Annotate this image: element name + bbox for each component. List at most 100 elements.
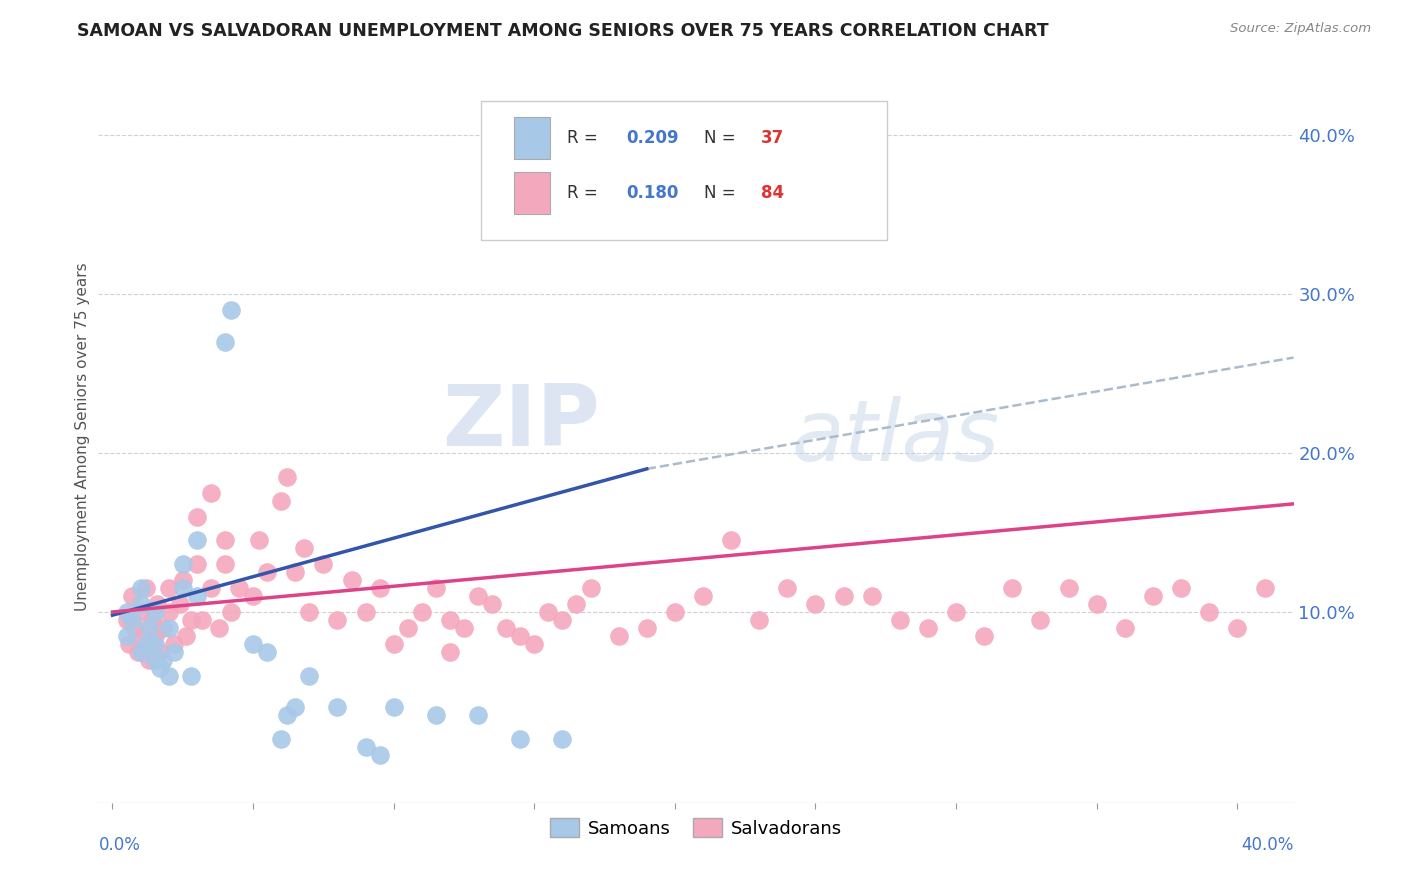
Point — [208, 621, 231, 635]
Point — [720, 533, 742, 548]
Point — [832, 589, 855, 603]
Point — [157, 605, 180, 619]
Point — [664, 605, 686, 619]
Point — [143, 605, 166, 619]
Point — [149, 645, 172, 659]
Point — [219, 605, 242, 619]
Point — [247, 533, 270, 548]
Point — [180, 613, 202, 627]
Point — [118, 637, 141, 651]
Point — [270, 732, 292, 747]
Point — [172, 573, 194, 587]
Point — [172, 558, 194, 572]
Point — [157, 621, 180, 635]
Point — [945, 605, 967, 619]
Point — [228, 581, 250, 595]
Point — [509, 732, 531, 747]
Point — [146, 597, 169, 611]
Point — [135, 581, 157, 595]
Point — [242, 637, 264, 651]
Text: 0.0%: 0.0% — [98, 836, 141, 854]
Point — [129, 597, 152, 611]
Point — [284, 700, 307, 714]
Point — [270, 493, 292, 508]
Point — [124, 621, 146, 635]
Point — [860, 589, 883, 603]
Point — [425, 581, 447, 595]
Point — [186, 589, 208, 603]
Point — [1170, 581, 1192, 595]
Point — [312, 558, 335, 572]
Legend: Samoans, Salvadorans: Samoans, Salvadorans — [543, 811, 849, 845]
Point — [200, 485, 222, 500]
Point — [537, 605, 560, 619]
Point — [326, 613, 349, 627]
Point — [200, 581, 222, 595]
Point — [354, 605, 377, 619]
Point — [298, 668, 321, 682]
Point — [163, 637, 186, 651]
Point — [917, 621, 939, 635]
Point — [776, 581, 799, 595]
Point — [692, 589, 714, 603]
Point — [129, 605, 152, 619]
Point — [368, 748, 391, 763]
Point — [157, 668, 180, 682]
Point — [129, 581, 152, 595]
Point — [636, 621, 658, 635]
Point — [141, 613, 163, 627]
Point — [565, 597, 588, 611]
Point — [143, 653, 166, 667]
Point — [467, 708, 489, 723]
Point — [172, 581, 194, 595]
Point — [292, 541, 315, 556]
Point — [186, 533, 208, 548]
Point — [256, 645, 278, 659]
FancyBboxPatch shape — [481, 101, 887, 240]
FancyBboxPatch shape — [515, 171, 550, 214]
Y-axis label: Unemployment Among Seniors over 75 years: Unemployment Among Seniors over 75 years — [75, 263, 90, 611]
Point — [256, 566, 278, 580]
Text: 37: 37 — [761, 129, 783, 147]
Text: 84: 84 — [761, 184, 783, 202]
Text: ZIP: ZIP — [443, 381, 600, 464]
Point — [138, 653, 160, 667]
Point — [551, 732, 574, 747]
Point — [326, 700, 349, 714]
Point — [579, 581, 602, 595]
Point — [121, 613, 143, 627]
Point — [242, 589, 264, 603]
Point — [340, 573, 363, 587]
Text: R =: R = — [567, 129, 603, 147]
Point — [481, 597, 503, 611]
Point — [1029, 613, 1052, 627]
Point — [276, 708, 298, 723]
Text: N =: N = — [704, 184, 741, 202]
Point — [1085, 597, 1108, 611]
Point — [276, 470, 298, 484]
Point — [1226, 621, 1249, 635]
Point — [121, 589, 143, 603]
Point — [115, 613, 138, 627]
Point — [467, 589, 489, 603]
Point — [143, 629, 166, 643]
Text: R =: R = — [567, 184, 603, 202]
Text: N =: N = — [704, 129, 741, 147]
Point — [607, 629, 630, 643]
Point — [169, 597, 191, 611]
Point — [368, 581, 391, 595]
Point — [129, 645, 152, 659]
Point — [214, 558, 236, 572]
Text: atlas: atlas — [792, 395, 1000, 479]
Point — [1114, 621, 1136, 635]
Point — [1198, 605, 1220, 619]
Point — [152, 653, 174, 667]
Point — [186, 558, 208, 572]
Point — [138, 621, 160, 635]
Point — [889, 613, 911, 627]
FancyBboxPatch shape — [515, 117, 550, 159]
Point — [1057, 581, 1080, 595]
Point — [382, 637, 405, 651]
Point — [149, 660, 172, 674]
Point — [214, 334, 236, 349]
